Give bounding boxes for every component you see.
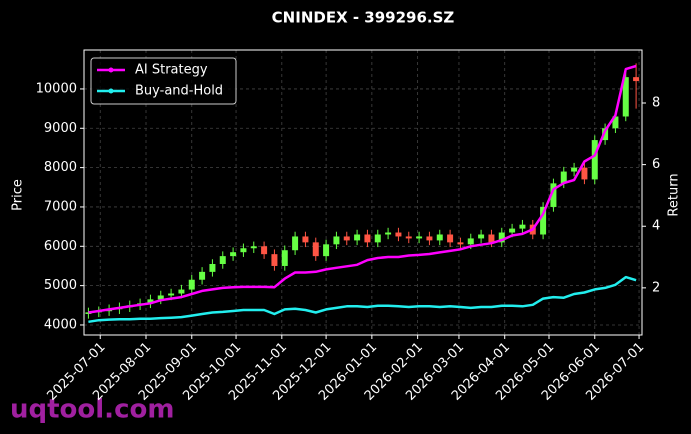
candle-body bbox=[560, 171, 567, 184]
candle-body bbox=[333, 236, 340, 245]
candle-body bbox=[622, 77, 629, 117]
candle-body bbox=[323, 244, 330, 257]
candle-body bbox=[168, 293, 175, 296]
y-tick-label: 5000 bbox=[44, 278, 77, 293]
candle-body bbox=[467, 238, 474, 245]
candle-body bbox=[416, 236, 423, 239]
candle-body bbox=[633, 77, 640, 82]
candle-body bbox=[426, 236, 433, 241]
candle-body bbox=[240, 248, 247, 253]
candle-body bbox=[519, 224, 526, 229]
candle-body bbox=[550, 183, 557, 207]
series-line bbox=[88, 64, 637, 314]
candle-body bbox=[230, 252, 237, 257]
legend-marker bbox=[108, 88, 114, 94]
plot-frame bbox=[83, 49, 643, 336]
candle-body bbox=[488, 234, 495, 243]
candle-body bbox=[199, 271, 206, 280]
candle-body bbox=[436, 234, 443, 241]
candle-body bbox=[178, 289, 185, 294]
candle-body bbox=[302, 236, 309, 243]
legend-marker bbox=[108, 67, 114, 73]
candle-body bbox=[498, 232, 505, 243]
candle-body bbox=[591, 140, 598, 180]
candle-body bbox=[509, 228, 516, 233]
candle-body bbox=[478, 234, 485, 239]
y-tick-label: 7000 bbox=[44, 199, 77, 214]
candle-body bbox=[312, 242, 319, 257]
y2-axis-label: Return bbox=[667, 173, 682, 216]
plot-layer bbox=[85, 63, 640, 324]
grid-layer bbox=[84, 50, 642, 335]
y-tick-label: 8000 bbox=[44, 160, 77, 175]
candle-body bbox=[188, 279, 195, 290]
candle-body bbox=[405, 236, 412, 239]
y-axis-label: Price bbox=[11, 179, 26, 211]
candle-body bbox=[374, 234, 381, 243]
candle-body bbox=[271, 254, 278, 266]
candle-body bbox=[385, 232, 392, 235]
y-tick-label: 9000 bbox=[44, 121, 77, 136]
y2-tick-label: 4 bbox=[652, 219, 660, 234]
candle-body bbox=[364, 234, 371, 243]
legend-label: AI Strategy bbox=[135, 63, 208, 78]
series-line bbox=[88, 275, 637, 324]
candle-body bbox=[261, 246, 268, 255]
candle-body bbox=[219, 256, 226, 264]
watermark: uqtool.com bbox=[10, 395, 174, 425]
candle-body bbox=[147, 299, 154, 304]
y2-tick-label: 8 bbox=[652, 95, 660, 110]
candle-body bbox=[612, 116, 619, 129]
candle-body bbox=[354, 234, 361, 241]
legend-box bbox=[90, 57, 237, 105]
y-tick-label: 10000 bbox=[36, 81, 77, 96]
candle-body bbox=[457, 242, 464, 245]
y-tick-label: 4000 bbox=[44, 317, 77, 332]
candle-body bbox=[85, 312, 92, 314]
candle-body bbox=[292, 236, 299, 251]
legend-label: Buy-and-Hold bbox=[135, 84, 223, 99]
legend: AI Strategy Buy-and-Hold bbox=[90, 57, 237, 105]
candle-body bbox=[250, 246, 257, 249]
candle-body bbox=[343, 236, 350, 241]
y-tick-label: 6000 bbox=[44, 239, 77, 254]
candle-body bbox=[447, 234, 454, 243]
candle-body bbox=[540, 206, 547, 235]
chart-title: CNINDEX - 399296.SZ bbox=[272, 9, 455, 27]
candle-body bbox=[281, 250, 288, 266]
candle-body bbox=[395, 232, 402, 237]
candle-body bbox=[602, 128, 609, 141]
candle-body bbox=[581, 167, 588, 180]
candle-body bbox=[157, 295, 164, 300]
candle-body bbox=[209, 263, 216, 272]
y2-tick-label: 6 bbox=[652, 157, 660, 172]
y2-tick-label: 2 bbox=[652, 280, 660, 295]
candle-body bbox=[571, 167, 578, 172]
